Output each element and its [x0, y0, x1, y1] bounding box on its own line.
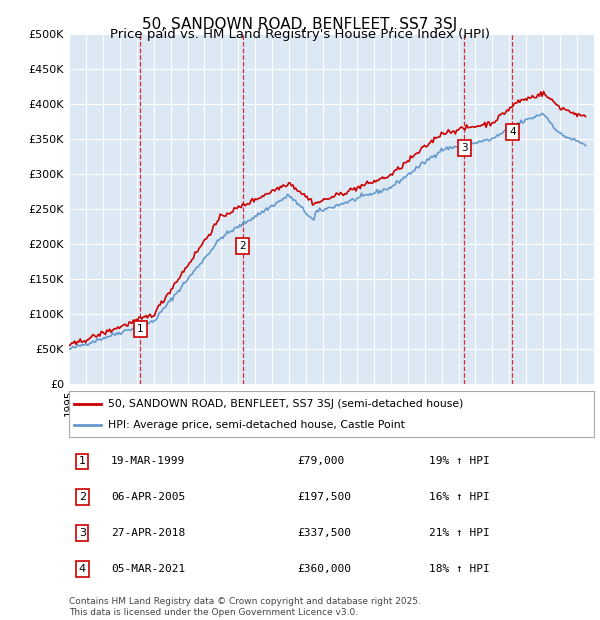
Text: £360,000: £360,000 [297, 564, 351, 574]
Text: 3: 3 [461, 143, 467, 153]
Text: £79,000: £79,000 [297, 456, 344, 466]
Text: 27-APR-2018: 27-APR-2018 [111, 528, 185, 538]
Text: 2: 2 [79, 492, 86, 502]
Text: £197,500: £197,500 [297, 492, 351, 502]
Text: HPI: Average price, semi-detached house, Castle Point: HPI: Average price, semi-detached house,… [109, 420, 405, 430]
Text: 1: 1 [79, 456, 86, 466]
Text: 50, SANDOWN ROAD, BENFLEET, SS7 3SJ (semi-detached house): 50, SANDOWN ROAD, BENFLEET, SS7 3SJ (sem… [109, 399, 464, 409]
Text: 4: 4 [79, 564, 86, 574]
Text: 50, SANDOWN ROAD, BENFLEET, SS7 3SJ: 50, SANDOWN ROAD, BENFLEET, SS7 3SJ [142, 17, 458, 32]
Text: 4: 4 [509, 127, 515, 137]
Text: Price paid vs. HM Land Registry's House Price Index (HPI): Price paid vs. HM Land Registry's House … [110, 28, 490, 41]
Text: 3: 3 [79, 528, 86, 538]
Text: 21% ↑ HPI: 21% ↑ HPI [429, 528, 490, 538]
Text: £337,500: £337,500 [297, 528, 351, 538]
Text: 1: 1 [137, 324, 143, 334]
Text: 2: 2 [239, 241, 246, 251]
Text: 16% ↑ HPI: 16% ↑ HPI [429, 492, 490, 502]
Text: 05-MAR-2021: 05-MAR-2021 [111, 564, 185, 574]
Text: 18% ↑ HPI: 18% ↑ HPI [429, 564, 490, 574]
Text: Contains HM Land Registry data © Crown copyright and database right 2025.
This d: Contains HM Land Registry data © Crown c… [69, 598, 421, 617]
Text: 06-APR-2005: 06-APR-2005 [111, 492, 185, 502]
Text: 19% ↑ HPI: 19% ↑ HPI [429, 456, 490, 466]
Text: 19-MAR-1999: 19-MAR-1999 [111, 456, 185, 466]
